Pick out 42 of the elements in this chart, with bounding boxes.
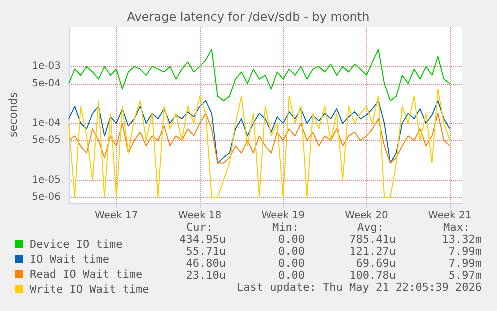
y-axis-title: seconds bbox=[7, 92, 20, 138]
text: 13.32m bbox=[442, 233, 482, 246]
chart-title: Average latency for /dev/sdb - by month bbox=[127, 10, 370, 24]
x-tick-label: Week 21 bbox=[428, 210, 472, 222]
x-tick-label: Week 20 bbox=[345, 210, 388, 222]
text: Max: bbox=[444, 221, 470, 234]
text: 0.00 bbox=[278, 257, 305, 270]
text: 46.80u bbox=[186, 257, 226, 270]
text: 785.41u bbox=[350, 233, 396, 246]
y-tick-label: 1e-04 bbox=[32, 118, 61, 130]
text: 434.95u bbox=[180, 233, 226, 246]
text: Min: bbox=[272, 221, 299, 234]
x-tick-label: Week 19 bbox=[262, 210, 306, 222]
y-tick-label: 5e-04 bbox=[32, 78, 61, 90]
text: 0.00 bbox=[278, 233, 305, 246]
text: Avg: bbox=[358, 221, 384, 234]
text: Last update: Thu May 21 22:05:39 2026 bbox=[236, 281, 482, 294]
y-tick-label: 1e-05 bbox=[32, 174, 61, 186]
legend-label: Read IO Wait time bbox=[30, 268, 143, 281]
y-tick-label: 5e-06 bbox=[32, 192, 61, 203]
line-series bbox=[68, 49, 451, 102]
text: 100.78u bbox=[350, 269, 396, 282]
y-tick-label: 5e-05 bbox=[32, 135, 61, 146]
x-tick-label: Week 18 bbox=[178, 210, 222, 222]
line-series bbox=[68, 113, 451, 164]
x-tick-label: Week 17 bbox=[94, 210, 138, 222]
text: 121.27u bbox=[350, 245, 396, 258]
text: 55.71u bbox=[186, 245, 226, 258]
legend-label: Write IO Wait time bbox=[30, 283, 150, 296]
text: 69.69u bbox=[356, 257, 396, 270]
text: Cur: bbox=[186, 221, 213, 234]
text: 23.10u bbox=[186, 269, 226, 282]
text: 7.99m bbox=[448, 245, 482, 258]
text: 0.00 bbox=[278, 269, 305, 282]
legend-label: IO Wait time bbox=[30, 253, 110, 266]
line-series bbox=[68, 100, 451, 164]
text: 5.97m bbox=[448, 269, 482, 282]
line-series bbox=[68, 88, 451, 198]
text: 7.99m bbox=[448, 257, 482, 270]
text: 0.00 bbox=[278, 245, 305, 258]
y-tick-label: 1e-03 bbox=[32, 61, 61, 72]
legend-label: Device IO time bbox=[30, 238, 123, 251]
